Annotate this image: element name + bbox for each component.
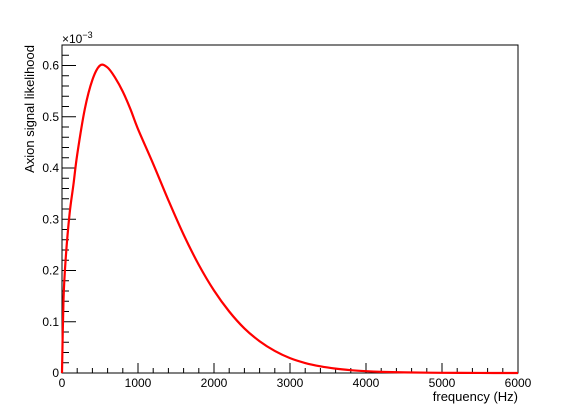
x-tick-label: 4000: [353, 376, 380, 390]
x-tick-label: 0: [59, 376, 66, 390]
plot-frame: [61, 44, 519, 374]
x-axis-label: frequency (Hz): [433, 389, 518, 404]
x-tick-label: 6000: [505, 376, 532, 390]
y-tick-label: 0.5: [42, 110, 59, 124]
y-tick-label: 0: [52, 366, 59, 380]
y-axis-ticks: 0 0.1 0.2 0.3 0.4 0.5 0.6: [42, 44, 76, 380]
y-exponent-power: −3: [82, 30, 92, 40]
y-tick-label: 0.2: [42, 264, 59, 278]
y-tick-label: 0.4: [42, 161, 59, 175]
series-group: [60, 63, 519, 375]
x-tick-label: 1000: [125, 376, 152, 390]
x-tick-label: 5000: [429, 376, 456, 390]
series-line: [60, 63, 519, 375]
y-tick-label: 0.1: [42, 315, 59, 329]
y-exponent-base: ×10: [62, 32, 83, 46]
y-tick-label: 0.6: [42, 59, 59, 73]
y-exponent-label: ×10−3: [62, 30, 93, 46]
x-tick-label: 2000: [201, 376, 228, 390]
x-tick-label: 3000: [277, 376, 304, 390]
y-tick-label: 0.3: [42, 212, 59, 226]
x-axis-ticks: 0 1000 2000 3000 4000 5000 6000: [59, 363, 532, 390]
y-axis-label: Axion signal likelihood: [22, 45, 37, 173]
